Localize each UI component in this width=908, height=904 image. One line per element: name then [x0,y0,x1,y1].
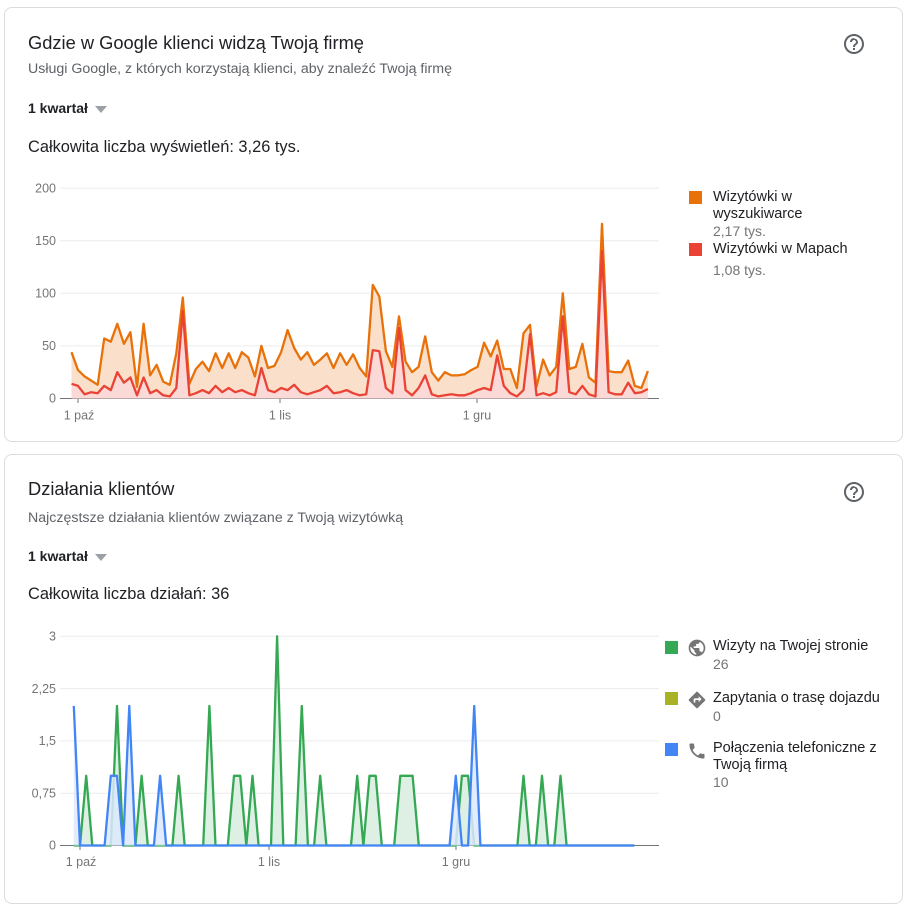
svg-text:100: 100 [35,287,56,301]
svg-text:50: 50 [42,339,56,353]
svg-text:200: 200 [35,181,56,195]
svg-text:2,25: 2,25 [32,682,56,696]
svg-text:150: 150 [35,234,56,248]
svg-text:3: 3 [49,630,56,644]
svg-text:1 lis: 1 lis [269,409,291,423]
svg-text:1 gru: 1 gru [442,855,471,869]
svg-text:0: 0 [49,392,56,406]
svg-text:1,5: 1,5 [39,734,56,748]
svg-text:1 lis: 1 lis [258,855,280,869]
svg-text:1 paź: 1 paź [66,855,97,869]
svg-text:0: 0 [49,839,56,853]
svg-text:0,75: 0,75 [32,786,56,800]
svg-text:1 paź: 1 paź [64,409,95,423]
svg-text:1 gru: 1 gru [463,409,492,423]
